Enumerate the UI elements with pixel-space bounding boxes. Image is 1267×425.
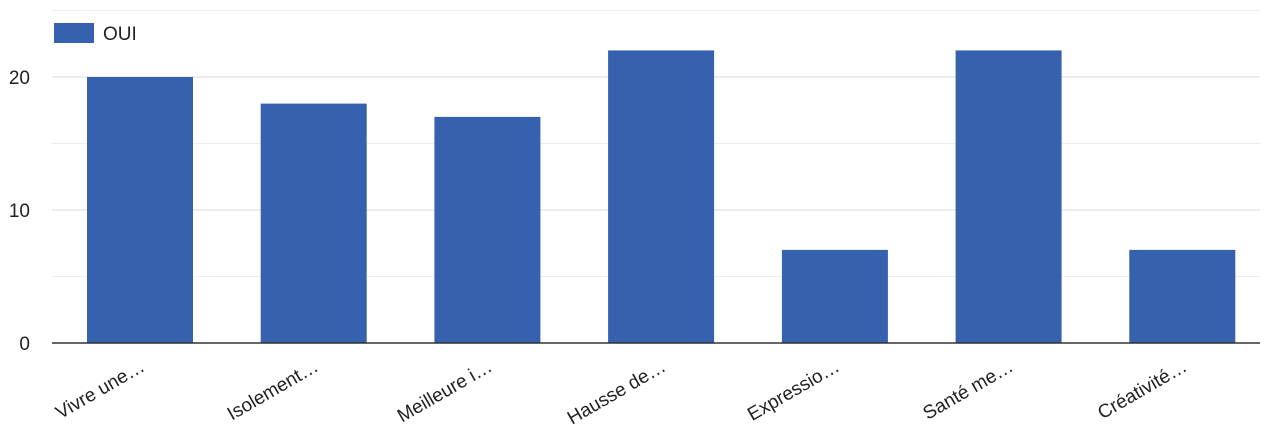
y-tick-label-0: 0 — [19, 334, 30, 355]
bar-6 — [955, 50, 1062, 344]
y-axis-tick-labels: 0 10 20 — [9, 68, 30, 355]
bar-5 — [781, 249, 888, 343]
bar-2 — [260, 103, 367, 343]
legend-swatch-oui — [54, 23, 94, 43]
x-category-label-5: Expressio… — [744, 356, 843, 425]
bar-4 — [608, 50, 715, 344]
x-category-label-4: Hausse de… — [564, 356, 670, 425]
legend-label-oui: OUI — [103, 24, 137, 45]
bar-7 — [1129, 249, 1236, 343]
x-category-label-7: Créativité… — [1094, 356, 1190, 424]
x-category-label-2: Isolement… — [224, 356, 322, 425]
bar-3 — [434, 116, 541, 344]
bars — [87, 50, 1236, 344]
x-category-label-1: Vivre une… — [52, 356, 148, 424]
x-axis-category-labels: Vivre une… Isolement… Meilleure i… Hausse d… — [52, 356, 1190, 425]
x-category-label-6: Santé me… — [920, 356, 1017, 424]
bar-1 — [87, 77, 193, 343]
y-tick-label-10: 10 — [9, 201, 30, 222]
x-category-label-3: Meilleure i… — [394, 356, 496, 425]
legend: OUI — [54, 23, 137, 45]
y-tick-label-20: 20 — [9, 68, 30, 89]
